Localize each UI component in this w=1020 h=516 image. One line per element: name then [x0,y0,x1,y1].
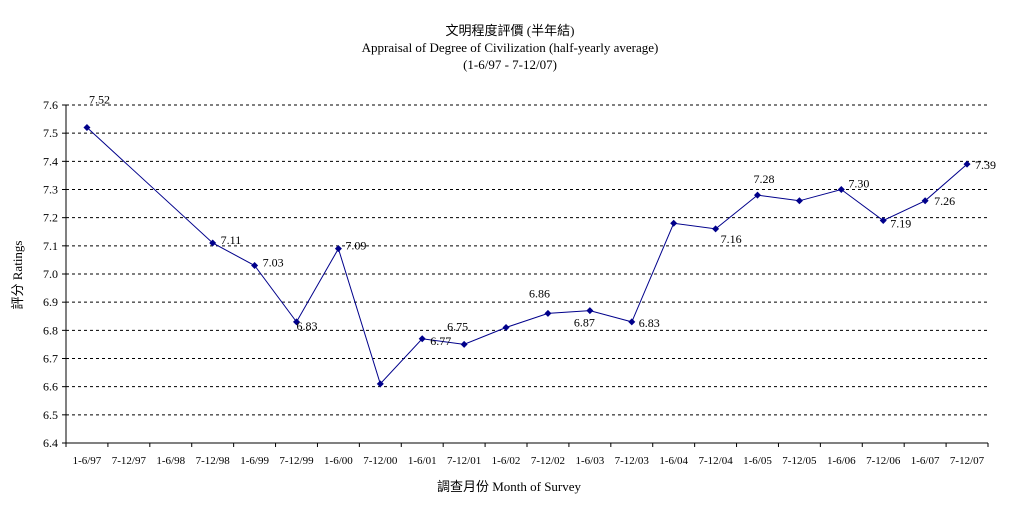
chart-subtitle: Appraisal of Degree of Civilization (hal… [361,40,659,55]
x-tick-label: 1-6/99 [240,455,269,467]
x-tick-label: 1-6/01 [408,455,437,467]
data-point [460,340,468,348]
data-label: 6.87 [574,316,595,330]
x-tick-label: 1-6/04 [659,455,688,467]
data-label: 7.09 [345,239,366,253]
chart-title-block: 文明程度評價 (半年結) Appraisal of Degree of Civi… [0,22,1020,73]
x-tick-label: 1-6/03 [575,455,604,467]
x-tick-label: 7-12/02 [531,455,565,467]
data-point [502,324,510,332]
data-point [293,318,300,326]
x-tick-label: 7-12/98 [196,455,231,467]
x-tick-label: 7-12/05 [782,455,817,467]
y-tick-label: 6.5 [43,408,58,422]
data-point [251,262,259,270]
x-tick-label: 7-12/01 [447,455,481,467]
y-tick-label: 7.1 [43,239,58,253]
y-tick-labels: 6.4 6.5 6.6 6.7 6.8 6.9 7.0 7.1 7.2 7.3 7.4 7.5 7.6 [43,98,58,450]
x-tick-label: 7-12/04 [698,455,733,467]
grid-lines [66,104,988,416]
y-tick-label: 7.2 [43,211,58,225]
y-tick-label: 6.9 [43,295,58,309]
data-point [670,219,678,227]
data-point [628,318,636,326]
data-label: 7.19 [890,216,911,230]
data-point [209,239,217,247]
x-axis-label: 調查月份 Month of Survey [437,479,582,494]
x-tick-label: 1-6/06 [827,455,856,467]
x-tick-labels: 1-6/97 7-12/97 1-6/98 7-12/98 1-6/99 7-12/99 1… [73,455,985,467]
data-label: 7.30 [848,177,869,191]
data-label: 7.39 [975,158,996,172]
x-tick-label: 1-6/98 [156,455,185,467]
data-point [544,309,552,317]
data-point [921,197,929,205]
y-tick-label: 7.4 [43,154,58,168]
data-label: 6.77 [430,334,451,348]
data-label: 7.03 [263,256,284,270]
data-label: 7.28 [754,172,775,186]
y-tick-label: 7.3 [43,183,58,197]
data-point [83,124,91,132]
y-tick-label: 6.6 [43,380,58,394]
y-tick-label: 7.6 [43,98,58,112]
data-label: 7.16 [721,232,742,246]
series-line [86,127,968,385]
data-labels: 7.52 7.11 7.03 6.83 7.09 6.776.75 6.86 6.87 6.83… [89,93,996,348]
y-axis-label: 評分 Ratings [10,241,25,310]
data-point [963,160,971,168]
y-tick-label: 7.5 [43,126,58,140]
x-tick-label: 7-12/03 [615,455,650,467]
data-label: 6.83 [639,316,660,330]
data-label: 6.75 [447,319,468,333]
data-point [754,191,761,199]
x-tick-label: 7-12/07 [950,455,985,467]
series-group [83,124,971,388]
data-point [586,307,594,315]
data-point [837,186,845,193]
data-point [376,380,384,388]
data-point [712,225,720,233]
x-tick-label: 1-6/97 [73,455,102,467]
data-point [418,335,426,343]
x-tick-label: 1-6/00 [324,455,353,467]
data-label: 6.86 [529,286,550,300]
data-point [879,216,887,224]
data-point [334,245,342,253]
x-tick-label: 7-12/06 [866,455,901,467]
data-label: 7.11 [221,233,242,247]
x-tick-label: 7-12/00 [363,455,398,467]
x-tick-label: 1-6/02 [492,455,521,467]
y-tick-label: 7.0 [43,267,58,281]
y-tick-label: 6.8 [43,323,58,337]
x-tick-label: 7-12/97 [112,455,147,467]
data-label: 7.26 [934,194,955,208]
y-tick-label: 6.4 [43,436,58,450]
chart-period: (1-6/97 - 7-12/07) [463,57,557,72]
data-point [795,197,803,205]
x-tick-label: 1-6/05 [743,455,772,467]
data-label: 7.52 [89,93,110,107]
data-label: 6.83 [297,319,318,333]
axes [62,104,989,447]
x-tick-label: 7-12/99 [279,455,314,467]
x-tick-label: 1-6/07 [911,455,940,467]
chart-title: 文明程度評價 (半年結) [445,23,575,38]
y-tick-label: 6.7 [43,352,58,366]
